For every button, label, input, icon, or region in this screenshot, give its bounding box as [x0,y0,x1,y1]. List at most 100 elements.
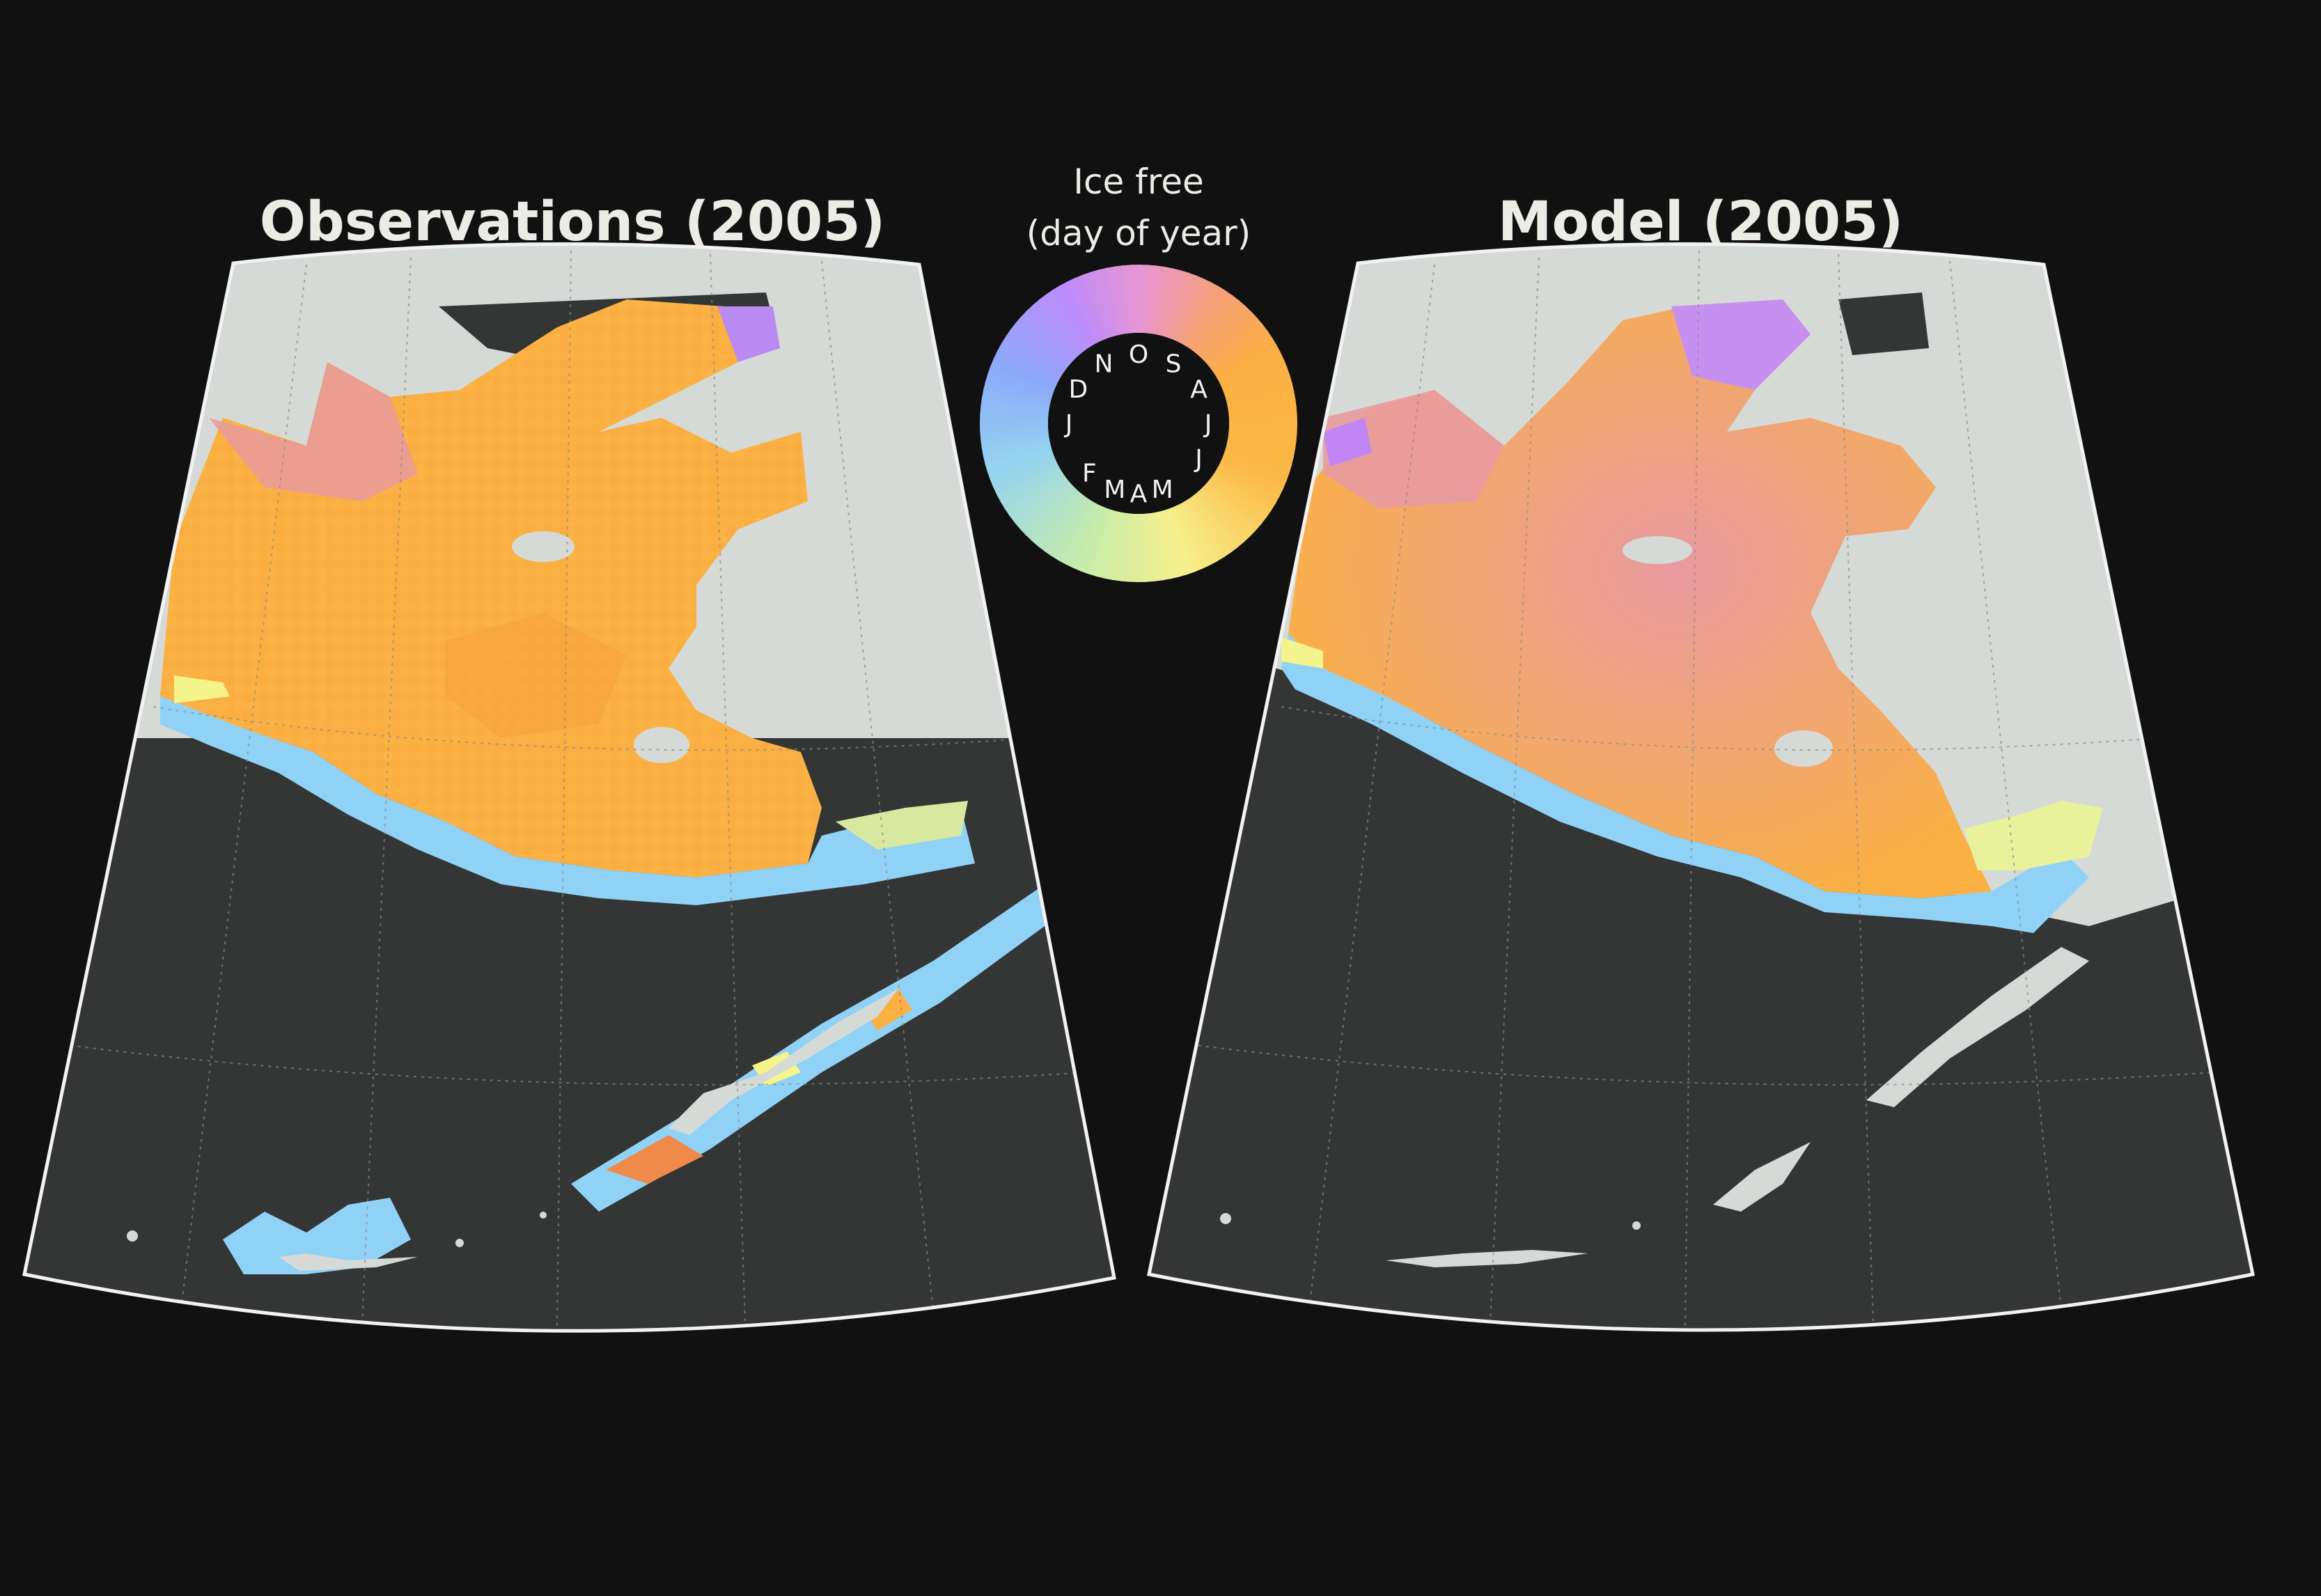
color-wheel-segment [1130,265,1141,334]
color-wheel-segment [1050,499,1093,561]
legend-title-line2: (day of year) [1026,213,1251,253]
color-wheel-segment [996,463,1061,503]
color-wheel-segment [1009,476,1068,524]
color-wheel-segment [1037,493,1086,552]
color-wheel-segment [983,441,1052,465]
color-wheel-segment [1000,467,1063,510]
color-wheel-segment [1004,471,1065,517]
color-wheel-segment [997,342,1061,382]
color-wheel-segment [1057,501,1097,565]
graticule [1190,250,2215,1327]
color-wheel-segment [1088,509,1116,577]
color-wheel-segment [985,446,1053,473]
color-wheel-segment [1212,329,1273,375]
color-wheel-segment [1194,490,1245,548]
color-wheel-segment [1202,311,1258,364]
color-wheel-segment [1227,390,1296,411]
month-label: J [1064,410,1073,439]
color-wheel-segment [1156,510,1180,579]
color-wheel-segment [1080,507,1111,574]
color-wheel-segment [1097,267,1121,336]
color-wheel-segment [1205,480,1263,531]
color-wheel-segment [1184,285,1227,348]
month-label: O [1129,341,1148,369]
observations-map [22,242,1116,1333]
map-frame [22,242,1116,1333]
color-wheel-segment [1162,269,1189,338]
color-wheel-segment [1045,289,1091,350]
color-wheel-segment [987,450,1054,480]
color-wheel-segment [1223,366,1290,397]
color-wheel-segment [1059,281,1099,345]
color-wheel-segment [1226,382,1295,406]
color-wheel-segment [1219,460,1284,497]
color-wheel-segment [1182,499,1226,562]
color-wheel-segment [1214,469,1276,512]
color-wheel-segment [1161,509,1188,577]
color-wheel-segment [1038,294,1086,353]
month-label: D [1069,375,1088,404]
color-wheel-segment [1104,511,1125,581]
color-wheel-segment [1136,513,1147,582]
color-wheel-segment [1032,299,1083,357]
color-wheel-segment [1065,503,1102,569]
color-wheel-segment [1228,432,1297,451]
color-wheel-segment [1147,513,1164,581]
color-wheel-segment [1178,501,1218,566]
color-wheel-segment [1166,272,1197,340]
color-wheel-segment [980,432,1049,448]
color-wheel-segment [1224,374,1292,401]
graticule [62,250,1087,1327]
color-wheel-segment [1221,359,1288,392]
color-wheel-segment [1015,315,1072,367]
color-wheel-segment [1187,496,1233,558]
color-wheel-segment [1020,310,1076,363]
color-wheel-segment [1226,437,1296,458]
map-frame [1147,242,2255,1332]
color-wheel-segment [1074,274,1107,341]
color-wheel-segment [980,421,1049,432]
month-label: N [1095,350,1113,378]
color-wheel-segment [1089,269,1116,338]
color-wheel-segment [1025,486,1079,542]
color-wheel-segment [1148,265,1166,334]
color-wheel-segment [987,365,1055,396]
color-wheel-segment [1217,344,1281,384]
month-label: A [1130,480,1148,508]
color-wheel-segment [1224,446,1292,474]
color-wheel-segment [985,373,1053,400]
color-wheel-segment [1001,335,1063,378]
color-wheel-segment [993,350,1058,387]
color-wheel-segment [1170,506,1203,572]
color-wheel-segment [1174,503,1211,570]
month-label: J [1194,445,1203,474]
color-wheel-segment [1219,351,1285,388]
color-wheel-segment [1014,479,1072,530]
color-wheel-segment [1180,281,1220,346]
color-wheel-segment [992,459,1058,496]
color-wheel-segment [1222,451,1290,482]
day-of-year-color-wheel [980,265,1297,582]
month-label: J [1203,410,1212,439]
color-wheel-segment [1005,329,1066,375]
color-wheel-segment [1191,295,1240,354]
color-wheel-segment [1026,304,1079,360]
color-wheel-segment [1209,323,1268,371]
color-wheel-segment [1221,455,1287,490]
color-wheel-segment [1081,272,1112,339]
color-wheel-segment [990,357,1056,391]
color-wheel-segment [1187,290,1233,351]
color-wheel-segment [1113,265,1130,334]
month-label: F [1082,460,1097,488]
color-wheel-segment [1151,512,1172,581]
model-map [1147,242,2255,1332]
color-wheel-segment [1205,317,1263,368]
color-wheel-segment [1201,483,1257,537]
color-wheel-segment [1214,336,1277,380]
color-wheel-segment [1198,305,1252,361]
month-label: M [1152,476,1173,504]
color-wheel-segment [1211,472,1272,518]
color-wheel-segment [1010,322,1069,370]
